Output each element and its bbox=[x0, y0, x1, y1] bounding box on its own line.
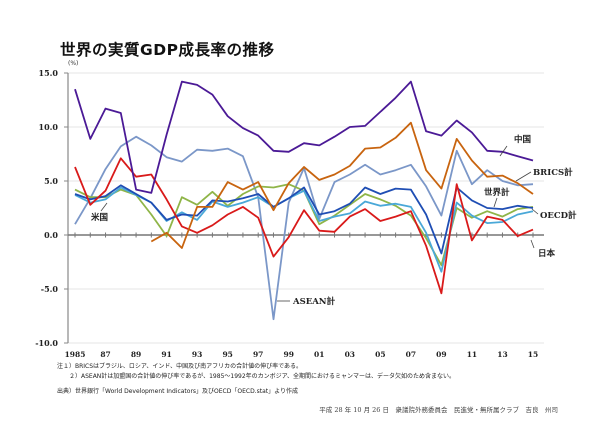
x-tick-label: 87 bbox=[100, 350, 110, 359]
label-leader-line bbox=[493, 197, 498, 208]
x-tick-label: 09 bbox=[436, 350, 446, 359]
x-tick-label: 13 bbox=[497, 350, 507, 359]
series-line-BRICS計 bbox=[150, 121, 534, 249]
x-tick-label: 11 bbox=[467, 350, 477, 359]
y-tick-label: 0.0 bbox=[44, 230, 58, 240]
y-tick-labels: 15.0 10.0 5.0 0.0 -5.0 -10.0 bbox=[35, 68, 58, 348]
label-leader-line bbox=[530, 239, 535, 249]
series-line-世界計 bbox=[74, 184, 534, 255]
series-label-BRICS計: BRICS計 bbox=[533, 167, 573, 178]
series-line-米国 bbox=[74, 183, 534, 267]
y-tick-label: 15.0 bbox=[39, 68, 59, 78]
x-tick-label: 93 bbox=[192, 350, 202, 359]
x-tick-label: 97 bbox=[253, 350, 263, 359]
x-tick-label: 1985 bbox=[65, 350, 86, 359]
chart-title: 世界の実質GDP成長率の推移 bbox=[60, 41, 275, 59]
x-tick-label: 89 bbox=[131, 350, 141, 359]
y-tick-label: -5.0 bbox=[41, 284, 59, 294]
y-tick-label: -10.0 bbox=[35, 338, 58, 348]
x-tick-labels: 1985 87 89 91 93 95 97 99 01 03 05 07 09 11 13 15 bbox=[65, 350, 539, 359]
series-line-OECD計 bbox=[74, 186, 534, 273]
series-label-米国: 米国 bbox=[91, 212, 108, 223]
series-line-中国 bbox=[74, 80, 534, 194]
gridlines bbox=[68, 72, 544, 344]
series-line-ASEAN計 bbox=[74, 135, 534, 321]
series-line-日本 bbox=[74, 157, 534, 295]
x-tick-label: 01 bbox=[314, 350, 324, 359]
footer-credit: 平成 28 年 10 月 26 日 衆議院外務委員会 民進党・無所属クラブ 吉良… bbox=[319, 406, 558, 414]
label-leader-line bbox=[515, 171, 532, 182]
y-axis-unit: (%) bbox=[68, 60, 79, 67]
series-label-日本: 日本 bbox=[538, 248, 556, 259]
series-lines bbox=[74, 80, 534, 321]
label-leader-line bbox=[100, 202, 108, 212]
x-tick-label: 03 bbox=[345, 350, 355, 359]
y-tick-label: 5.0 bbox=[44, 176, 58, 186]
label-leader-line bbox=[531, 208, 539, 215]
series-label-世界計: 世界計 bbox=[484, 187, 510, 198]
note-2: ２）ASEAN計は加盟国の合計値の伸び率であるが、1985～1992年のカンボジ… bbox=[69, 373, 456, 380]
x-tick-label: 99 bbox=[284, 350, 294, 359]
x-tick-label: 15 bbox=[528, 350, 538, 359]
x-tick-label: 95 bbox=[222, 350, 232, 359]
series-label-中国: 中国 bbox=[514, 134, 531, 145]
note-1: 注１）BRICSはブラジル、ロシア、インド、中国及び南アフリカの合計値の伸び率で… bbox=[57, 363, 303, 370]
series-label-OECD計: OECD計 bbox=[540, 210, 577, 221]
label-leader-line bbox=[499, 145, 508, 157]
y-tick-label: 10.0 bbox=[39, 122, 59, 132]
x-tick-label: 07 bbox=[406, 350, 416, 359]
source-note: 出典）世界銀行「World Development Indicators」及びO… bbox=[57, 388, 298, 395]
x-tick-label: 05 bbox=[375, 350, 385, 359]
series-label-ASEAN計: ASEAN計 bbox=[292, 296, 336, 307]
x-tick-label: 91 bbox=[161, 350, 171, 359]
